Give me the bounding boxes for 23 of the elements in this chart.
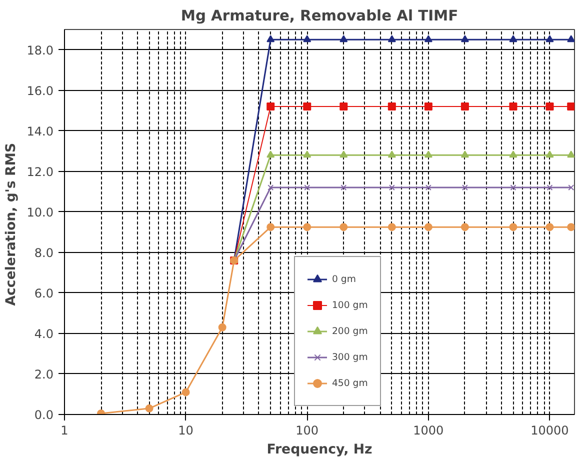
legend-label: 0 gm xyxy=(332,274,356,284)
y-tick-label: 4.0 xyxy=(34,326,54,341)
y-tick-label: 2.0 xyxy=(34,367,54,382)
legend-label: 200 gm xyxy=(332,326,368,336)
legend-label: 450 gm xyxy=(332,378,368,388)
legend-label: 300 gm xyxy=(332,352,368,362)
x-tick-label: 10000 xyxy=(530,424,569,438)
x-tick-label: 1000 xyxy=(413,424,444,438)
y-tick-label: 10.0 xyxy=(26,205,54,220)
x-tick-label: 100 xyxy=(296,424,319,438)
chart-title: Mg Armature, Removable Al TIMF xyxy=(180,8,458,24)
x-tick-label: 10 xyxy=(178,424,194,438)
y-tick-label: 8.0 xyxy=(34,246,54,260)
x-axis-title: Frequency, Hz xyxy=(266,442,373,458)
y-tick-label: 14.0 xyxy=(26,124,54,138)
y-tick-label: 12.0 xyxy=(26,164,54,179)
y-tick-label: 6.0 xyxy=(34,286,54,300)
y-tick-label: 18.0 xyxy=(26,43,54,58)
y-axis-title: Acceleration, g's RMS xyxy=(4,142,19,306)
y-tick-label: 16.0 xyxy=(26,84,54,98)
y-tick-label: 0.0 xyxy=(34,408,54,422)
x-tick-label: 1 xyxy=(60,424,68,438)
legend-label: 100 gm xyxy=(332,300,368,310)
